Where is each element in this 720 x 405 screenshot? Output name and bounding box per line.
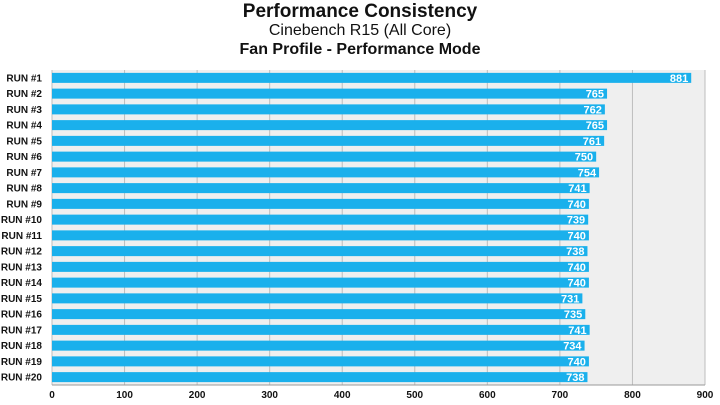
bar [52,198,589,209]
bar [52,246,588,257]
bar [52,340,585,351]
bar [52,88,608,99]
data-label: 739 [567,215,585,227]
data-label: 741 [568,183,586,195]
category-label: RUN #12 [1,247,43,258]
bar [52,293,583,304]
chart-subtitle-1: Cinebench R15 (All Core) [268,22,452,39]
bar [52,120,608,131]
data-label: 761 [583,136,601,148]
category-label: RUN #19 [1,357,43,368]
category-label: RUN #5 [6,136,42,147]
category-label: RUN #18 [1,341,43,352]
category-label: RUN #4 [6,121,42,132]
data-label: 765 [586,89,604,101]
data-label: 738 [566,246,584,258]
chart-subtitle-2: Fan Profile - Performance Mode [239,41,481,58]
chart-title-block: Performance Consistency Cinebench R15 (A… [0,2,720,59]
x-tick-label: 300 [261,390,278,401]
chart-title: Performance Consistency [242,1,478,22]
data-label: 741 [568,325,586,337]
data-label: 738 [566,372,584,384]
x-tick-label: 200 [189,390,206,401]
x-tick-label: 400 [334,390,351,401]
category-label: RUN #1 [6,73,42,84]
x-tick-label: 600 [479,390,496,401]
category-label: RUN #7 [6,168,42,179]
bar [52,151,597,162]
bar [52,372,588,383]
bar [52,277,589,288]
category-label: RUN #17 [1,325,43,336]
bar [52,167,600,178]
data-label: 740 [568,278,586,290]
bar [52,214,589,225]
category-label: RUN #16 [1,310,43,321]
data-label: 735 [564,309,582,321]
category-label: RUN #11 [1,231,42,242]
x-tick-label: 800 [624,390,641,401]
category-label: RUN #10 [1,215,43,226]
data-label: 740 [568,199,586,211]
category-label: RUN #2 [6,89,42,100]
bar [52,104,605,115]
x-tick-label: 100 [116,390,133,401]
x-tick-label: 500 [406,390,423,401]
category-label: RUN #6 [6,152,42,163]
category-label: RUN #3 [6,105,42,116]
category-label: RUN #13 [1,262,43,273]
data-label: 731 [561,293,579,305]
bar [52,324,590,335]
bar [52,309,586,320]
bar [52,72,692,83]
category-label: RUN #14 [1,278,43,289]
data-label: 740 [568,262,586,274]
category-label: RUN #20 [1,373,43,384]
bar [52,356,589,367]
data-label: 734 [563,341,582,353]
data-label: 762 [584,104,602,116]
bar [52,261,589,272]
data-label: 765 [586,120,604,132]
data-label: 881 [670,73,688,85]
data-label: 740 [568,230,586,242]
category-label: RUN #8 [6,184,42,195]
data-label: 750 [575,152,593,164]
plot-background [52,70,705,385]
x-tick-label: 900 [697,390,714,401]
category-label: RUN #9 [6,199,42,210]
x-tick-label: 0 [49,390,55,401]
data-label: 754 [578,167,597,179]
bar [52,183,590,194]
bar [52,135,605,146]
category-label: RUN #15 [1,294,43,305]
x-tick-label: 700 [552,390,569,401]
data-label: 740 [568,356,586,368]
bar [52,230,589,241]
